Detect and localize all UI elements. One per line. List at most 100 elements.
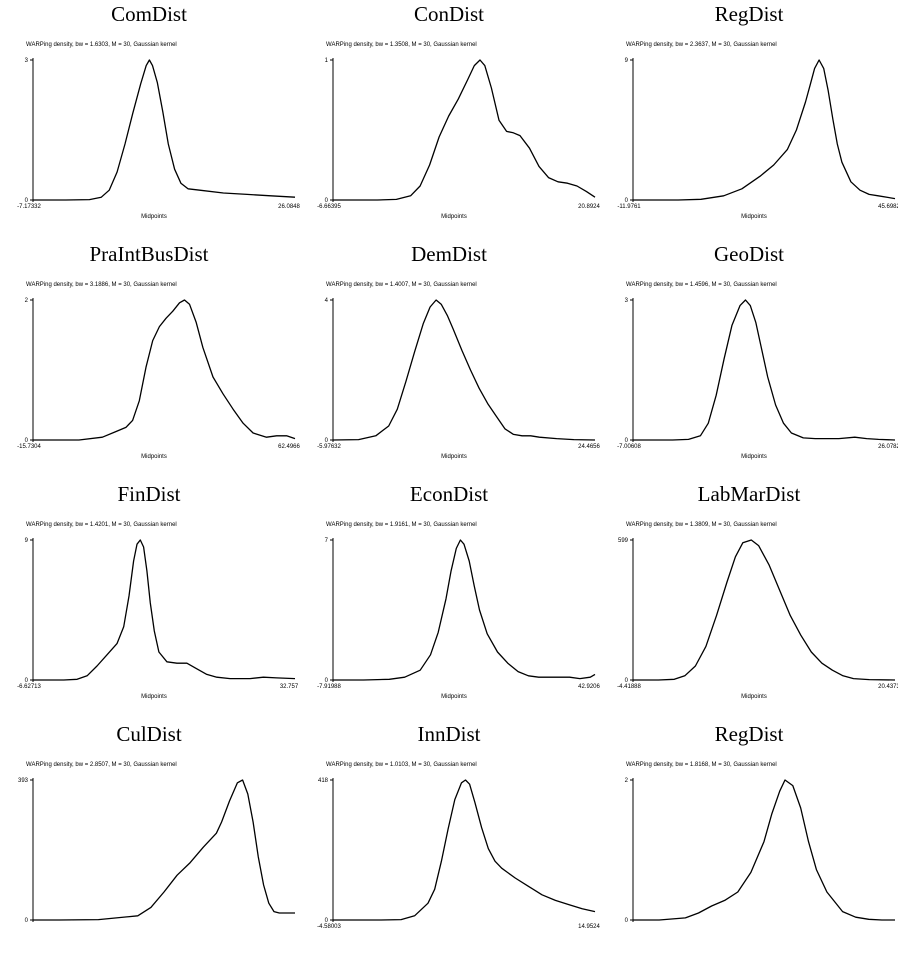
- y-tick-label-top: 1: [325, 58, 329, 64]
- chart-subtitle: WARPing density, bw = 2.8507, M = 30, Ga…: [26, 762, 177, 768]
- x-axis-label: Midpoints: [141, 454, 167, 460]
- density-curve: [33, 299, 296, 441]
- x-tick-label-max: 42.9206: [578, 684, 600, 690]
- density-curve: [633, 539, 896, 681]
- chart-subtitle: WARPing density, bw = 1.9161, M = 30, Ga…: [326, 522, 477, 528]
- y-tick-label-top: 599: [618, 538, 629, 544]
- chart-panel-regdist: RegDist WARPing density, bw = 1.8168, M =…: [600, 720, 898, 960]
- density-curve: [633, 779, 895, 921]
- y-tick-label-top: 9: [625, 58, 629, 64]
- y-tick-label-bottom: 0: [325, 918, 329, 924]
- chart-panel-condist: ConDist WARPing density, bw = 1.3508, M =…: [300, 0, 601, 240]
- density-curve: [33, 779, 295, 921]
- chart-title: EconDist: [409, 482, 489, 506]
- y-tick-label-top: 3: [25, 58, 29, 64]
- x-tick-label-min: -7.17332: [17, 204, 41, 210]
- x-tick-label-max: 62.4966: [278, 444, 300, 450]
- x-axis-label: Midpoints: [141, 214, 167, 220]
- density-plot: 418 0-4.58003 14.9524: [317, 778, 601, 930]
- density-plot: 2 0-15.7304 62.4966 Midpoints: [17, 298, 301, 460]
- density-curve: [333, 539, 596, 681]
- chart-panel-econdist: EconDist WARPing density, bw = 1.9161, M …: [300, 480, 601, 720]
- x-axis-label: Midpoints: [741, 454, 767, 460]
- x-tick-label-min: -7.91988: [317, 684, 341, 690]
- x-tick-label-max: 32.757: [280, 684, 299, 690]
- chart-title: GeoDist: [714, 242, 784, 266]
- chart-subtitle: WARPing density, bw = 3.1886, M = 30, Ga…: [26, 282, 177, 288]
- chart-subtitle: WARPing density, bw = 1.0103, M = 30, Ga…: [326, 762, 477, 768]
- y-tick-label-bottom: 0: [325, 198, 329, 204]
- x-tick-label-max: 26.0848: [278, 204, 300, 210]
- y-tick-label-bottom: 0: [625, 918, 629, 924]
- density-plot: 3 0-7.00608 26.0782 Midpoints: [617, 298, 898, 460]
- density-curve: [33, 59, 296, 201]
- chart-title: PraIntBusDist: [89, 242, 209, 266]
- density-plot: 1 0-6.66395 20.8924 Midpoints: [317, 58, 601, 220]
- density-curve: [633, 59, 896, 201]
- y-tick-label-bottom: 0: [625, 198, 629, 204]
- y-tick-label-bottom: 0: [25, 918, 29, 924]
- x-axis-label: Midpoints: [441, 694, 467, 700]
- x-tick-label-min: -6.66395: [317, 204, 341, 210]
- chart-subtitle: WARPing density, bw = 1.4007, M = 30, Ga…: [326, 282, 477, 288]
- density-plot: 4 0-5.97632 24.4656 Midpoints: [317, 298, 601, 460]
- x-tick-label-min: -6.62713: [17, 684, 41, 690]
- chart-subtitle: WARPing density, bw = 1.4201, M = 30, Ga…: [26, 522, 177, 528]
- y-tick-label-top: 3: [625, 298, 629, 304]
- chart-title: RegDist: [714, 2, 784, 26]
- density-plot: 7 0-7.91988 42.9206 Midpoints: [317, 538, 601, 700]
- chart-title: ComDist: [111, 2, 187, 26]
- density-plot: 9 0-6.62713 32.757 Midpoints: [17, 538, 299, 700]
- chart-subtitle: WARPing density, bw = 1.3508, M = 30, Ga…: [326, 42, 477, 48]
- y-tick-label-top: 393: [18, 778, 29, 784]
- chart-subtitle: WARPing density, bw = 1.6303, M = 30, Ga…: [26, 42, 177, 48]
- density-curve: [33, 539, 296, 681]
- chart-title: CulDist: [116, 722, 182, 746]
- y-tick-label-bottom: 0: [625, 678, 629, 684]
- density-plot: 9 0-11.9761 45.6982 Midpoints: [617, 58, 898, 220]
- chart-panel-culdist: CulDist WARPing density, bw = 2.8507, M =…: [0, 720, 298, 960]
- x-tick-label-min: -15.7304: [17, 444, 41, 450]
- x-tick-label-max: 45.6982: [878, 204, 898, 210]
- density-plot: 20: [625, 778, 895, 924]
- chart-panel-comdist: ComDist WARPing density, bw = 1.6303, M =…: [0, 0, 301, 240]
- x-axis-label: Midpoints: [741, 694, 767, 700]
- density-curve: [633, 299, 896, 441]
- y-tick-label-top: 2: [625, 778, 629, 784]
- chart-title: FinDist: [117, 482, 181, 506]
- chart-subtitle: WARPing density, bw = 1.8168, M = 30, Ga…: [626, 762, 777, 768]
- chart-title: LabMarDist: [697, 482, 801, 506]
- chart-subtitle: WARPing density, bw = 1.4596, M = 30, Ga…: [626, 282, 777, 288]
- density-plot: 393 0: [18, 778, 295, 924]
- x-tick-label-min: -5.97632: [317, 444, 341, 450]
- density-curve: [333, 59, 596, 201]
- x-tick-label-max: 26.0782: [878, 444, 898, 450]
- chart-panel-regdist: RegDist WARPing density, bw = 2.3637, M =…: [600, 0, 898, 240]
- density-plot: 599 0-4.41888 20.4373 Midpoints: [617, 538, 898, 700]
- x-tick-label-min: -11.9761: [617, 204, 641, 210]
- chart-panel-geodist: GeoDist WARPing density, bw = 1.4596, M =…: [600, 240, 898, 480]
- y-tick-label-top: 9: [25, 538, 29, 544]
- x-axis-label: Midpoints: [441, 214, 467, 220]
- density-curve: [332, 299, 596, 441]
- chart-subtitle: WARPing density, bw = 1.3809, M = 30, Ga…: [626, 522, 777, 528]
- x-tick-label-max: 20.4373: [878, 684, 898, 690]
- chart-title: InnDist: [417, 722, 481, 746]
- x-tick-label-max: 14.9524: [578, 924, 600, 930]
- y-tick-label-top: 418: [318, 778, 329, 784]
- y-tick-label-top: 4: [325, 298, 329, 304]
- x-tick-label-min: -7.00608: [617, 444, 641, 450]
- x-tick-label-max: 20.8924: [578, 204, 600, 210]
- y-tick-label-bottom: 0: [25, 438, 29, 444]
- y-tick-label-bottom: 0: [625, 438, 629, 444]
- chart-panel-inndist: InnDist WARPing density, bw = 1.0103, M =…: [300, 720, 601, 960]
- chart-panel-labmardist: LabMarDist WARPing density, bw = 1.3809, …: [600, 480, 898, 720]
- y-tick-label-bottom: 0: [25, 198, 29, 204]
- chart-title: RegDist: [714, 722, 784, 746]
- y-tick-label-bottom: 0: [325, 678, 329, 684]
- density-plot: 3 0-7.17332 26.0848 Midpoints: [17, 58, 301, 220]
- y-tick-label-top: 2: [25, 298, 29, 304]
- chart-panel-demdist: DemDist WARPing density, bw = 1.4007, M =…: [300, 240, 601, 480]
- density-curve: [333, 779, 596, 921]
- y-tick-label-top: 7: [325, 538, 329, 544]
